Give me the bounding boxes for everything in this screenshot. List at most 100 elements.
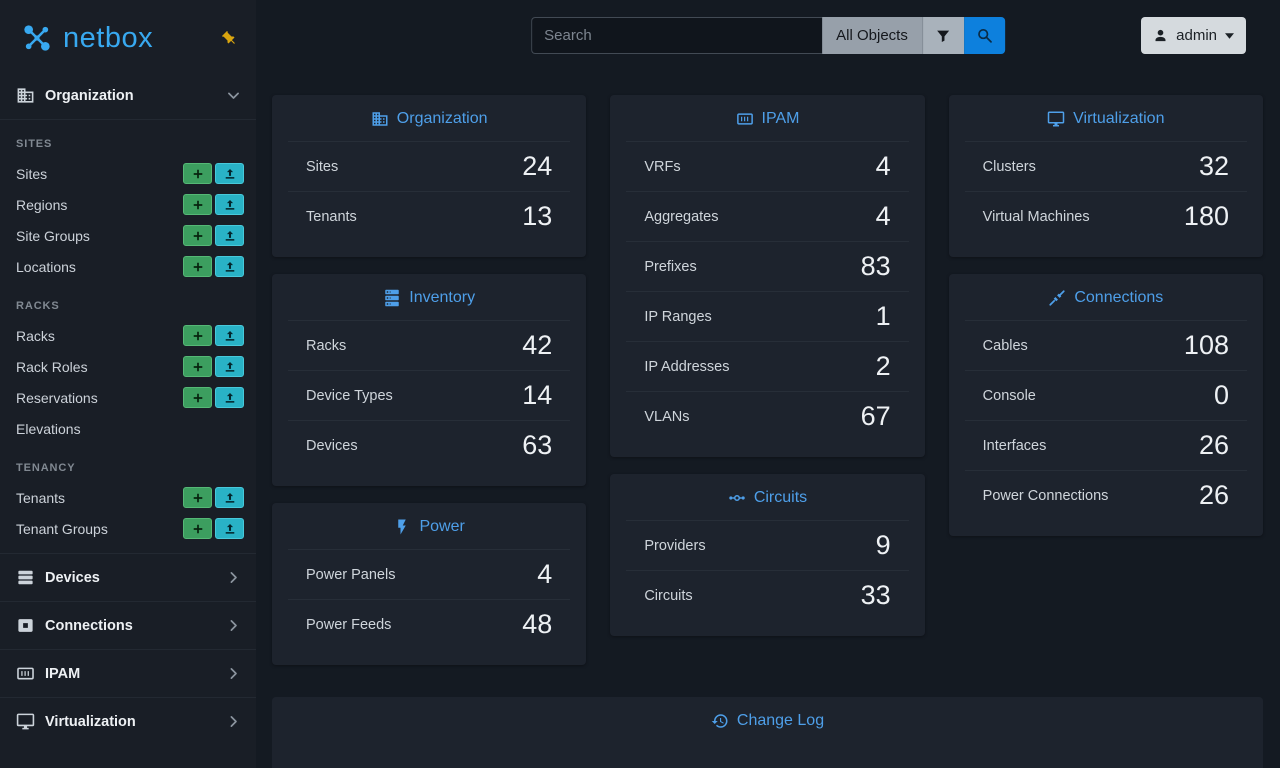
stat-value[interactable]: 13: [522, 201, 553, 231]
card-title-text: Circuits: [753, 489, 808, 506]
import-button[interactable]: [215, 163, 244, 184]
stat-value[interactable]: 9: [875, 530, 891, 560]
stat-value[interactable]: 4: [537, 559, 553, 589]
sidebar-item-label: Regions: [16, 196, 68, 213]
sidebar-section-devices[interactable]: Devices: [0, 553, 256, 601]
chevron-right-icon: [225, 569, 242, 586]
sidebar-nav: Organization SITES Sites Regions Site Groups…: [0, 72, 256, 745]
sidebar-item-reservations[interactable]: Reservations: [0, 382, 256, 413]
sidebar-item-tenant-groups[interactable]: Tenant Groups: [0, 513, 256, 544]
import-button[interactable]: [215, 194, 244, 215]
stat-row-interfaces: Interfaces 26: [964, 420, 1247, 470]
stat-value[interactable]: 180: [1183, 201, 1229, 231]
add-button[interactable]: [183, 256, 212, 277]
item-actions: [183, 487, 244, 508]
stat-label: Circuits: [644, 587, 693, 604]
stat-row-ip-addresses: IP Addresses 2: [626, 341, 909, 391]
stat-row-prefixes: Prefixes 83: [626, 241, 909, 291]
stat-value[interactable]: 108: [1183, 330, 1229, 360]
stat-value[interactable]: 32: [1198, 151, 1229, 181]
sidebar-item-elevations[interactable]: Elevations: [0, 413, 256, 444]
chevron-down-icon: [225, 87, 242, 104]
sidebar-item-label: Racks: [16, 327, 55, 344]
stat-row-tenants: Tenants 13: [288, 191, 571, 241]
import-button[interactable]: [215, 518, 244, 539]
sidebar-section-connections[interactable]: Connections: [0, 601, 256, 649]
stat-value[interactable]: 4: [875, 151, 891, 181]
stat-label: VLANs: [644, 408, 690, 425]
sidebar-group-label-tenancy: TENANCY: [16, 462, 76, 474]
stat-value[interactable]: 24: [522, 151, 553, 181]
user-menu-button[interactable]: admin: [1141, 17, 1246, 54]
stat-label: Tenants: [306, 208, 357, 225]
import-button[interactable]: [215, 387, 244, 408]
add-button[interactable]: [183, 387, 212, 408]
import-button[interactable]: [215, 325, 244, 346]
sidebar-section-virtualization[interactable]: Virtualization: [0, 697, 256, 745]
sidebar-item-label: Tenant Groups: [16, 520, 108, 537]
user-icon: [1153, 28, 1168, 43]
sidebar-item-site-groups[interactable]: Site Groups: [0, 220, 256, 251]
search-scope-button[interactable]: All Objects: [822, 17, 922, 54]
card-title: IPAM: [626, 95, 908, 141]
card-title-text: Connections: [1074, 289, 1164, 306]
stat-row-devices: Devices 63: [288, 420, 571, 470]
sidebar-item-rack-roles[interactable]: Rack Roles: [0, 351, 256, 382]
filter-button[interactable]: [921, 17, 964, 54]
sidebar-item-label: Elevations: [16, 420, 81, 437]
import-button[interactable]: [215, 487, 244, 508]
stat-value[interactable]: 26: [1198, 480, 1229, 510]
stat-label: Virtual Machines: [982, 208, 1090, 225]
sidebar-section-organization[interactable]: Organization: [0, 72, 256, 120]
item-actions: [183, 518, 244, 539]
add-button[interactable]: [183, 194, 212, 215]
stat-value[interactable]: 33: [860, 580, 891, 610]
stat-label: IP Addresses: [644, 358, 730, 375]
item-actions: [183, 387, 244, 408]
card-title-text: Power: [419, 518, 465, 535]
sidebar-item-locations[interactable]: Locations: [0, 251, 256, 282]
sidebar-item-tenants[interactable]: Tenants: [0, 482, 256, 513]
stat-value[interactable]: 48: [522, 609, 553, 639]
stat-value[interactable]: 2: [875, 351, 891, 381]
sidebar-section-ipam[interactable]: IPAM: [0, 649, 256, 697]
import-button[interactable]: [215, 356, 244, 377]
sidebar-item-sites[interactable]: Sites: [0, 158, 256, 189]
add-button[interactable]: [183, 487, 212, 508]
stat-value[interactable]: 42: [522, 330, 553, 360]
stat-value[interactable]: 4: [875, 201, 891, 231]
counter-icon: [736, 110, 754, 128]
card-title: Change Log: [288, 697, 1247, 743]
add-button[interactable]: [183, 356, 212, 377]
card-title: Connections: [965, 274, 1247, 320]
import-button[interactable]: [215, 256, 244, 277]
add-button[interactable]: [183, 518, 212, 539]
card-title: Inventory: [288, 274, 570, 320]
user-name: admin: [1176, 27, 1217, 44]
add-button[interactable]: [183, 325, 212, 346]
add-button[interactable]: [183, 225, 212, 246]
add-button[interactable]: [183, 163, 212, 184]
sidebar-item-regions[interactable]: Regions: [0, 189, 256, 220]
monitor-icon: [16, 712, 35, 731]
card-title-text: IPAM: [761, 110, 800, 127]
stat-label: Cables: [982, 337, 1028, 354]
pin-sidebar-icon[interactable]: [221, 30, 238, 47]
card-title-text: Inventory: [409, 289, 476, 306]
stat-row-vrfs: VRFs 4: [626, 141, 909, 191]
stat-row-power-connections: Power Connections 26: [964, 470, 1247, 520]
search-submit-button[interactable]: [963, 17, 1005, 54]
stat-value[interactable]: 67: [860, 401, 891, 431]
stat-value[interactable]: 14: [522, 380, 553, 410]
sidebar-item-racks[interactable]: Racks: [0, 320, 256, 351]
stat-value[interactable]: 0: [1213, 380, 1229, 410]
import-button[interactable]: [215, 225, 244, 246]
stat-value[interactable]: 83: [860, 251, 891, 281]
stat-row-power-feeds: Power Feeds 48: [288, 599, 571, 649]
netbox-logo[interactable]: netbox: [16, 18, 153, 58]
stat-value[interactable]: 1: [875, 301, 891, 331]
card-title-text: Virtualization: [1073, 110, 1165, 127]
search-input[interactable]: [531, 17, 823, 54]
stat-value[interactable]: 63: [522, 430, 553, 460]
stat-value[interactable]: 26: [1198, 430, 1229, 460]
